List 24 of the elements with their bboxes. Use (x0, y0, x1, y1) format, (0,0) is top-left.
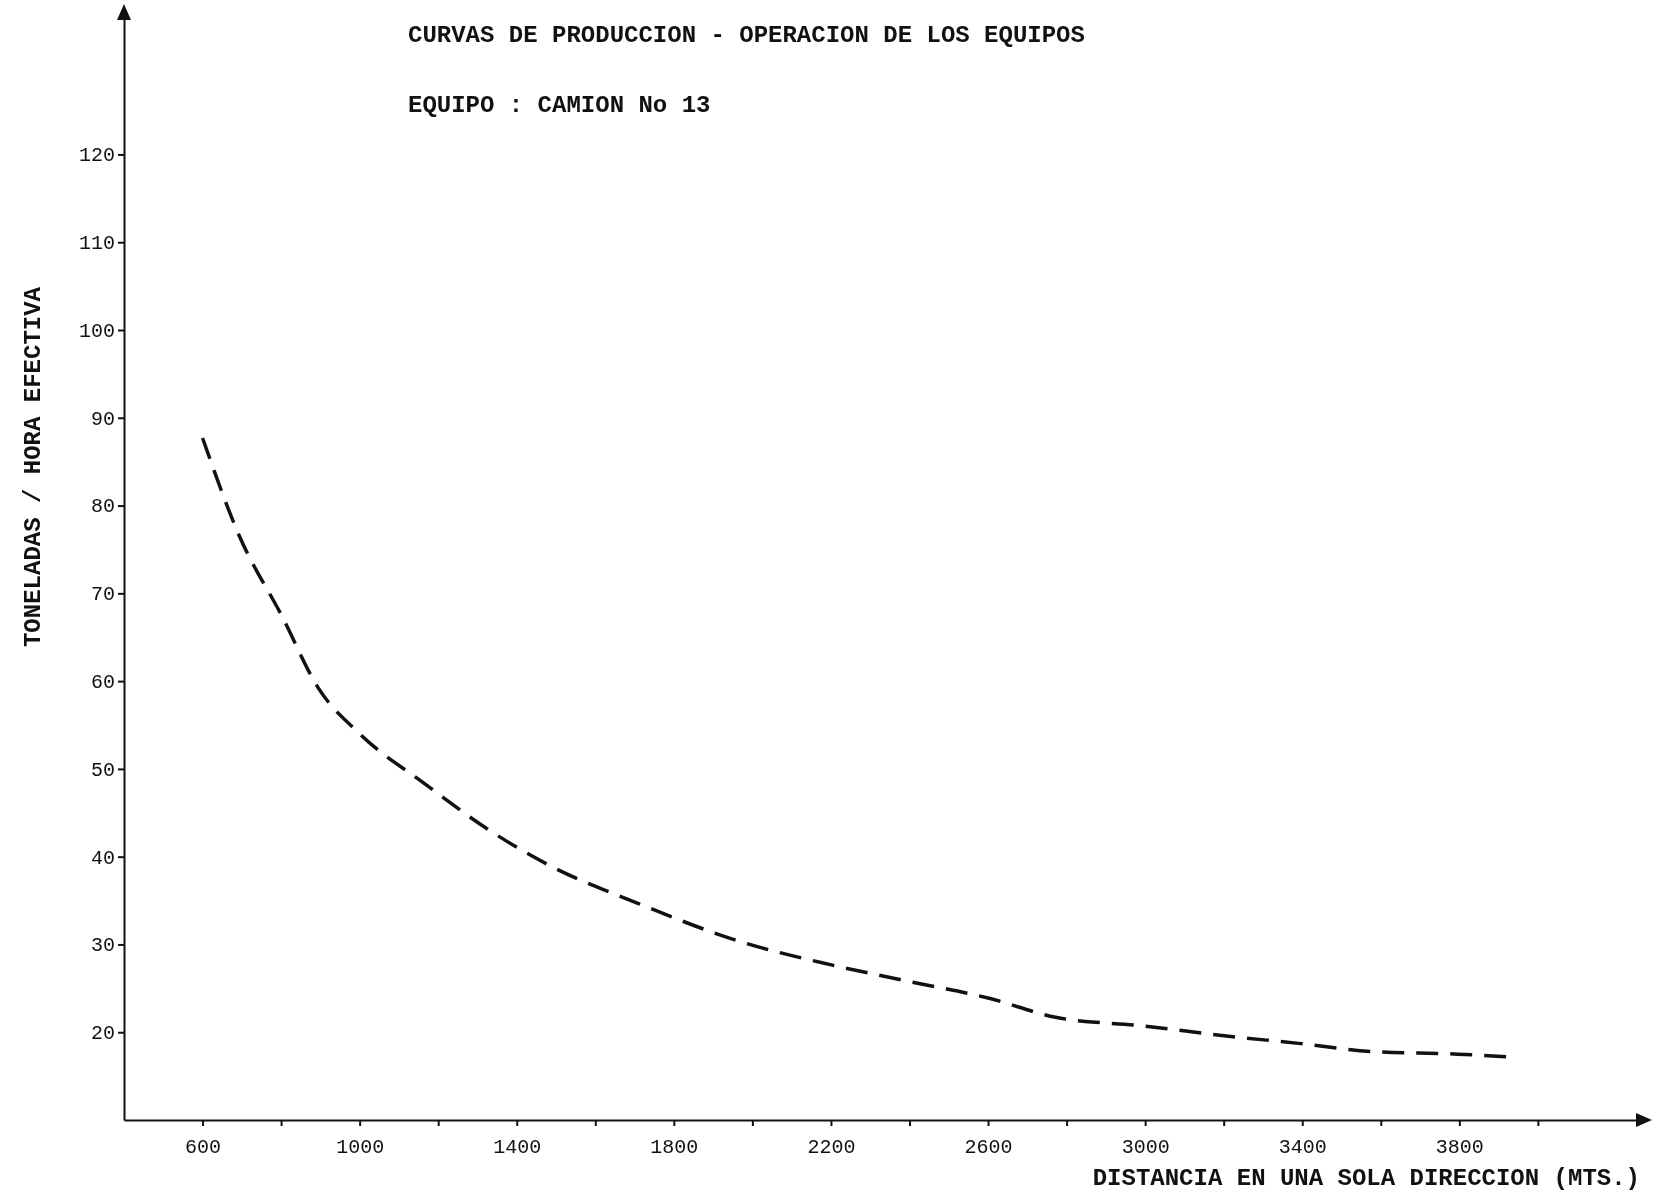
x-tick-label: 2200 (807, 1136, 856, 1159)
y-tick-label: 100 (78, 319, 115, 343)
text: EQUIPO : CAMION No 13 (408, 92, 711, 119)
y-tick-label: 40 (90, 846, 115, 870)
x-tick-label: 3800 (1435, 1136, 1484, 1159)
y-tick-label: 20 (90, 1022, 115, 1046)
x-tick-label: 1400 (493, 1136, 542, 1159)
x-tick-label: 1800 (650, 1136, 699, 1159)
y-tick-label: 60 (90, 671, 115, 695)
y-tick-label: 90 (90, 407, 115, 431)
y-axis-title: TONELADAS / HORA EFECTIVA (20, 286, 47, 648)
chart-title: CURVAS DE PRODUCCION - OPERACION DE LOS EQUIPOS (408, 22, 1085, 49)
x-axis-title: DISTANCIA EN UNA SOLA DIRECCION (MTS.) (1092, 1165, 1640, 1192)
x-tick-label: 2600 (964, 1136, 1013, 1159)
x-tick-label: 3000 (1121, 1136, 1170, 1159)
x-tick-label: 3400 (1278, 1136, 1327, 1159)
x-tick-label: 1000 (336, 1136, 385, 1159)
y-tick-label: 80 (90, 495, 115, 519)
x-tick-label: 600 (185, 1136, 222, 1159)
y-tick-label: 110 (78, 232, 115, 256)
y-tick-label: 120 (78, 144, 115, 168)
y-tick-label: 50 (90, 758, 115, 782)
y-tick-label: 70 (90, 583, 115, 607)
y-tick-label: 30 (90, 934, 115, 958)
